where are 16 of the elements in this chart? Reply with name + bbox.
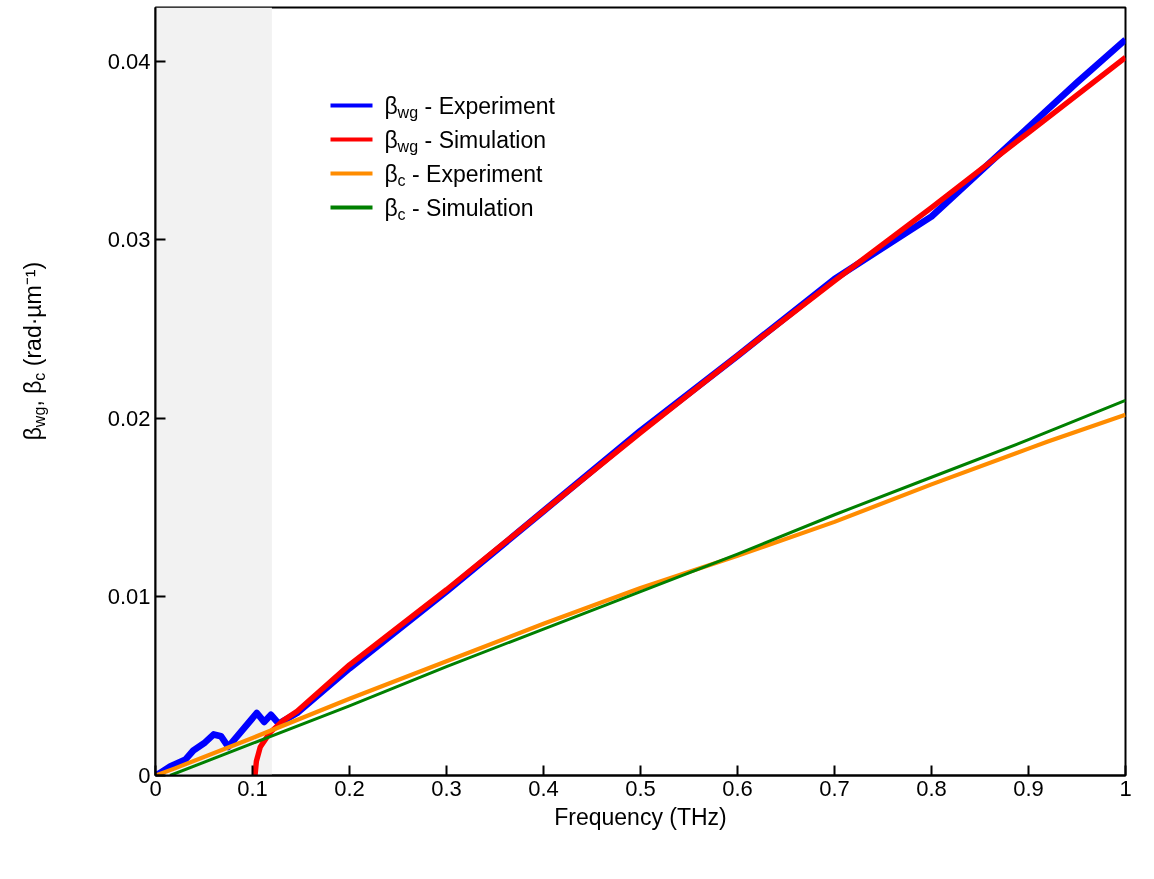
x-axis-title: Frequency (THz)	[554, 803, 727, 830]
x-tick-label: 0.3	[431, 775, 462, 801]
y-tick-label: 0.03	[107, 227, 151, 253]
y-axis-title: βwg, βc (rad·µm⁻¹)	[19, 261, 48, 441]
x-tick-label: 0.1	[237, 775, 268, 801]
y-tick-label: 0.01	[107, 584, 151, 610]
x-tick-label: 1	[1119, 775, 1132, 801]
x-tick-label: 0.5	[625, 775, 656, 801]
x-tick-label: 0.4	[528, 775, 559, 801]
y-tick-label: 0.02	[107, 405, 151, 431]
x-tick-label: 0.2	[334, 775, 365, 801]
x-tick-label: 0.6	[722, 775, 753, 801]
y-tick-label: 0.04	[107, 48, 151, 74]
x-tick-label: 0.7	[819, 775, 850, 801]
x-tick-label: 0.9	[1013, 775, 1044, 801]
x-tick-label: 0.8	[916, 775, 947, 801]
